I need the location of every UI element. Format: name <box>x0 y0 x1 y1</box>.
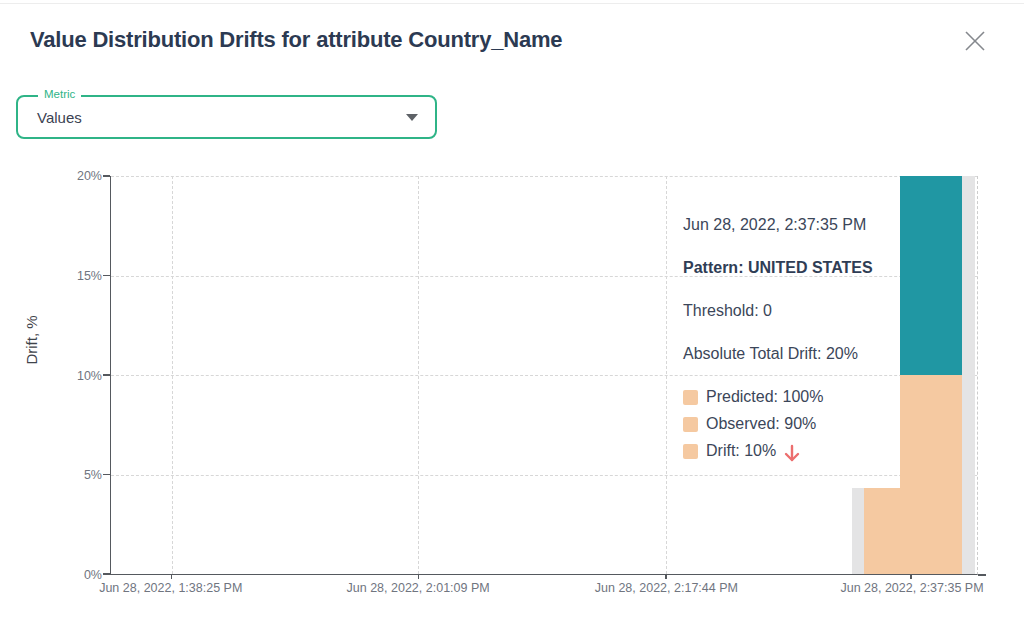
drift-down-arrow-icon <box>783 444 801 463</box>
metric-select[interactable]: Metric Values <box>16 95 437 139</box>
y-tick <box>103 374 110 376</box>
x-tick <box>171 574 173 579</box>
top-divider <box>0 3 1024 4</box>
metric-select-value: Values <box>37 109 82 126</box>
tooltip-legend-predicted: Predicted: 100% <box>683 387 873 407</box>
y-tick-label: 5% <box>84 468 102 482</box>
x-axis-labels: Jun 28, 2022, 1:38:25 PMJun 28, 2022, 2:… <box>110 581 978 599</box>
x-tick <box>665 574 667 579</box>
y-tick <box>103 275 110 277</box>
v-gridline <box>172 176 173 574</box>
tooltip-pattern: Pattern: UNITED STATES <box>683 258 873 278</box>
page-title: Value Distribution Drifts for attribute … <box>30 27 562 53</box>
chart-tooltip: Jun 28, 2022, 2:37:35 PM Pattern: UNITED… <box>683 215 873 468</box>
x-tick-label: Jun 28, 2022, 2:17:44 PM <box>595 581 738 595</box>
x-tick <box>910 574 912 579</box>
hover-shadow-tall-bar <box>962 176 975 574</box>
x-tick <box>418 574 420 579</box>
tooltip-timestamp: Jun 28, 2022, 2:37:35 PM <box>683 215 873 235</box>
legend-swatch-icon <box>683 390 698 405</box>
h-gridline <box>111 475 977 476</box>
adjacent-pattern-bar[interactable] <box>864 488 900 574</box>
tooltip-legend-observed: Observed: 90% <box>683 414 873 434</box>
x-tick-label: Jun 28, 2022, 2:37:35 PM <box>840 581 983 595</box>
united-states-drift-bar[interactable] <box>900 375 961 574</box>
tooltip-legend-drift: Drift: 10% <box>683 441 873 461</box>
v-gridline <box>418 176 419 574</box>
legend-swatch-icon <box>683 444 698 459</box>
legend-label: Observed: 90% <box>706 414 816 434</box>
x-tick-label: Jun 28, 2022, 2:01:09 PM <box>347 581 490 595</box>
y-tick <box>103 474 110 476</box>
legend-label: Predicted: 100% <box>706 387 823 407</box>
close-icon <box>963 29 987 53</box>
value-distribution-drifts-modal: Value Distribution Drifts for attribute … <box>0 0 1024 629</box>
y-tick-label: 15% <box>77 269 102 283</box>
x-tick-label: Jun 28, 2022, 1:38:25 PM <box>99 581 242 595</box>
y-tick <box>103 175 110 177</box>
metric-select-label: Metric <box>38 88 81 100</box>
chevron-down-icon <box>406 114 418 121</box>
close-button[interactable] <box>962 29 988 55</box>
united-states-drift-bar[interactable] <box>900 176 961 375</box>
v-gridline <box>666 176 667 574</box>
y-tick-label: 0% <box>84 568 102 582</box>
y-axis-labels: 0%5%10%15%20% <box>0 176 102 575</box>
legend-swatch-icon <box>683 417 698 432</box>
y-tick-label: 10% <box>77 369 102 383</box>
legend-label: Drift: 10% <box>706 441 776 461</box>
y-tick-label: 20% <box>77 169 102 183</box>
h-gridline <box>111 176 977 177</box>
y-tick <box>103 573 110 575</box>
hover-shadow-small-bar <box>852 488 864 574</box>
x-axis-extension <box>978 574 986 576</box>
tooltip-threshold: Threshold: 0 <box>683 301 873 321</box>
tooltip-total-drift: Absolute Total Drift: 20% <box>683 344 873 364</box>
